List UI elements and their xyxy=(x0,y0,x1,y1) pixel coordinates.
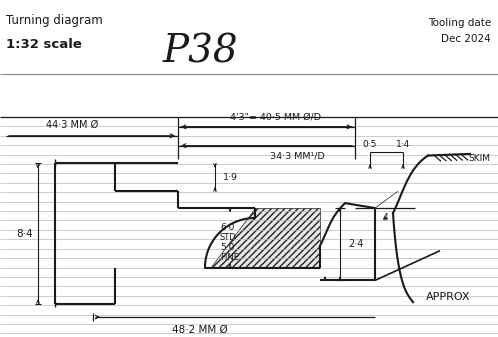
Text: 48·2 MM Ø: 48·2 MM Ø xyxy=(172,325,228,335)
Text: SKIM: SKIM xyxy=(468,154,490,163)
Polygon shape xyxy=(210,208,320,268)
Text: 1:32 scale: 1:32 scale xyxy=(6,38,82,51)
Text: APPROX: APPROX xyxy=(425,292,470,302)
Text: 4'3"= 40·5 MM Ø/D: 4'3"= 40·5 MM Ø/D xyxy=(231,113,322,122)
Text: 5·0: 5·0 xyxy=(220,243,235,252)
Text: STD: STD xyxy=(220,233,237,242)
Text: Turning diagram: Turning diagram xyxy=(6,14,103,27)
Text: Dec 2024: Dec 2024 xyxy=(441,34,491,44)
Text: 2·4: 2·4 xyxy=(348,239,364,249)
Text: 1·9: 1·9 xyxy=(223,173,238,182)
Text: 0·5: 0·5 xyxy=(363,140,377,149)
Text: 44·3 MM Ø: 44·3 MM Ø xyxy=(46,120,98,130)
Text: FINE: FINE xyxy=(220,253,239,262)
Text: 4: 4 xyxy=(382,214,388,222)
Text: 34·3 MM¹/D: 34·3 MM¹/D xyxy=(270,152,325,161)
Text: 6·0: 6·0 xyxy=(220,223,235,233)
Text: Tooling date: Tooling date xyxy=(428,18,491,28)
Text: P38: P38 xyxy=(162,33,238,70)
Text: 1·4: 1·4 xyxy=(396,140,410,149)
Text: 8·4: 8·4 xyxy=(17,229,33,239)
